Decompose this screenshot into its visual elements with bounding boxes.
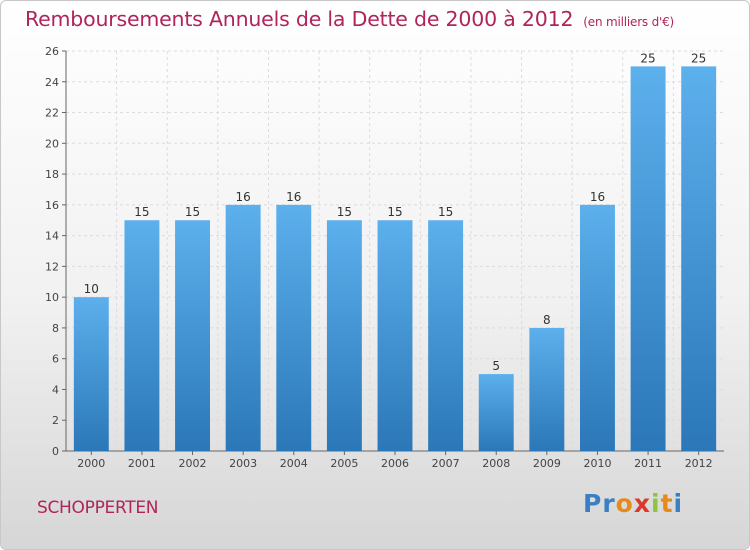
bar [529, 327, 565, 451]
y-tick-label: 4 [52, 383, 59, 396]
x-tick-labels: 2000 2001 2002 2003 2004 2005 2006 2007 2008 2009… [77, 457, 712, 470]
logo-letter: x [633, 489, 651, 518]
y-tick-label: 20 [45, 137, 59, 150]
logo-letter: t [660, 489, 674, 518]
bar [377, 220, 413, 451]
value-label: 16 [236, 190, 251, 204]
value-label: 8 [543, 313, 551, 327]
x-tick-label: 2012 [685, 457, 713, 470]
bar [175, 220, 211, 451]
value-label: 15 [438, 205, 453, 219]
bar [681, 66, 717, 451]
value-label: 15 [337, 205, 352, 219]
value-label: 15 [387, 205, 402, 219]
value-label: 5 [492, 359, 500, 373]
x-tick-label: 2006 [381, 457, 409, 470]
bars [73, 66, 717, 451]
x-tick-label: 2008 [482, 457, 510, 470]
x-tick-label: 2002 [179, 457, 207, 470]
bar [326, 220, 362, 451]
logo-letter: r [602, 489, 616, 518]
x-tick-label: 2005 [330, 457, 358, 470]
commune-name: SCHOPPERTEN [37, 498, 159, 518]
bar [428, 220, 464, 451]
x-tick-label: 2011 [634, 457, 662, 470]
y-tick-label: 24 [45, 76, 59, 89]
bar [276, 204, 312, 451]
y-tick-label: 8 [52, 322, 59, 335]
value-label: 10 [84, 282, 99, 296]
y-tick-label: 14 [45, 230, 59, 243]
x-tick-label: 2003 [229, 457, 257, 470]
bar [124, 220, 160, 451]
value-label: 15 [185, 205, 200, 219]
y-tick-label: 12 [45, 260, 59, 273]
logo-letter: i [673, 489, 684, 518]
value-label: 15 [134, 205, 149, 219]
x-tick-label: 2007 [432, 457, 460, 470]
x-tick-label: 2004 [280, 457, 308, 470]
bar [225, 204, 261, 451]
chart-unit: (en milliers d'€) [583, 15, 675, 29]
logo-letter: P [583, 489, 603, 518]
y-tick-label: 10 [45, 291, 59, 304]
y-tick-label: 6 [52, 353, 59, 366]
value-label: 25 [640, 51, 655, 65]
proxiti-logo: Proxiti [583, 489, 683, 518]
y-tick-label: 26 [45, 45, 59, 58]
value-label: 25 [691, 51, 706, 65]
y-tick-label: 0 [52, 445, 59, 458]
x-tick-label: 2000 [77, 457, 105, 470]
x-tick-label: 2009 [533, 457, 561, 470]
x-tick-label: 2010 [583, 457, 611, 470]
value-labels: 10 15 15 16 16 15 15 15 5 8 16 25 25 [84, 51, 707, 373]
x-tick-label: 2001 [128, 457, 156, 470]
y-tick-label: 2 [52, 414, 59, 427]
bar [478, 374, 514, 451]
value-label: 16 [286, 190, 301, 204]
y-tick-label: 18 [45, 168, 59, 181]
logo-letter: o [615, 489, 634, 518]
chart-title: Remboursements Annuels de la Dette de 20… [25, 7, 674, 31]
bar [73, 297, 109, 451]
y-tick-label: 16 [45, 199, 59, 212]
chart-title-text: Remboursements Annuels de la Dette de 20… [25, 7, 574, 31]
y-tick-label: 22 [45, 107, 59, 120]
bar [579, 204, 615, 451]
bar [630, 66, 666, 451]
logo-letter: i [651, 489, 661, 518]
value-label: 16 [590, 190, 605, 204]
